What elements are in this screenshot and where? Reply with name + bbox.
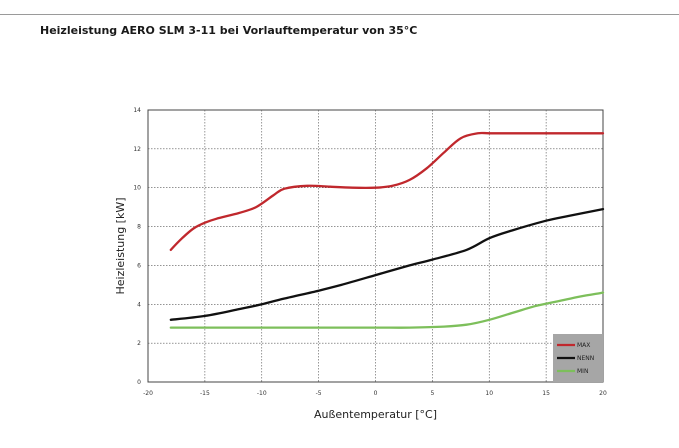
legend-label: MAX: [577, 342, 590, 349]
x-tick-label: 20: [599, 390, 607, 397]
x-axis-label: Außentemperatur [°C]: [314, 408, 437, 421]
legend: MAX NENN MIN: [553, 334, 603, 382]
y-axis-label: Heizleistung [kW]: [114, 197, 127, 294]
y-tick-label: 6: [137, 262, 141, 269]
x-tick-label: 10: [485, 390, 493, 397]
x-tick-label: -20: [143, 390, 153, 397]
tick-labels: 0 2 4 6 8 10 12 14 -20 -15 -10 -5 0 5 10 15 20: [133, 107, 607, 397]
legend-label: MIN: [577, 368, 588, 375]
x-tick-label: 15: [542, 390, 550, 397]
series-lines: [169, 131, 605, 329]
y-tick-label: 14: [133, 107, 141, 114]
y-tick-label: 0: [137, 379, 141, 386]
top-rule: [0, 14, 679, 15]
y-tick-label: 10: [133, 185, 141, 192]
series-line-max: [169, 131, 605, 252]
series-line-min: [169, 291, 605, 329]
x-tick-label: -5: [316, 390, 322, 397]
y-tick-label: 4: [137, 301, 141, 308]
x-tick-label: 5: [430, 390, 434, 397]
y-tick-label: 8: [137, 224, 141, 231]
series-line-nenn: [169, 207, 605, 321]
x-tick-label: 0: [374, 390, 378, 397]
x-tick-label: -10: [257, 390, 267, 397]
legend-label: NENN: [577, 355, 594, 362]
x-tick-label: -15: [200, 390, 210, 397]
y-tick-label: 12: [133, 146, 141, 153]
page-title: Heizleistung AERO SLM 3-11 bei Vorlaufte…: [40, 24, 418, 37]
y-tick-label: 2: [137, 340, 141, 347]
